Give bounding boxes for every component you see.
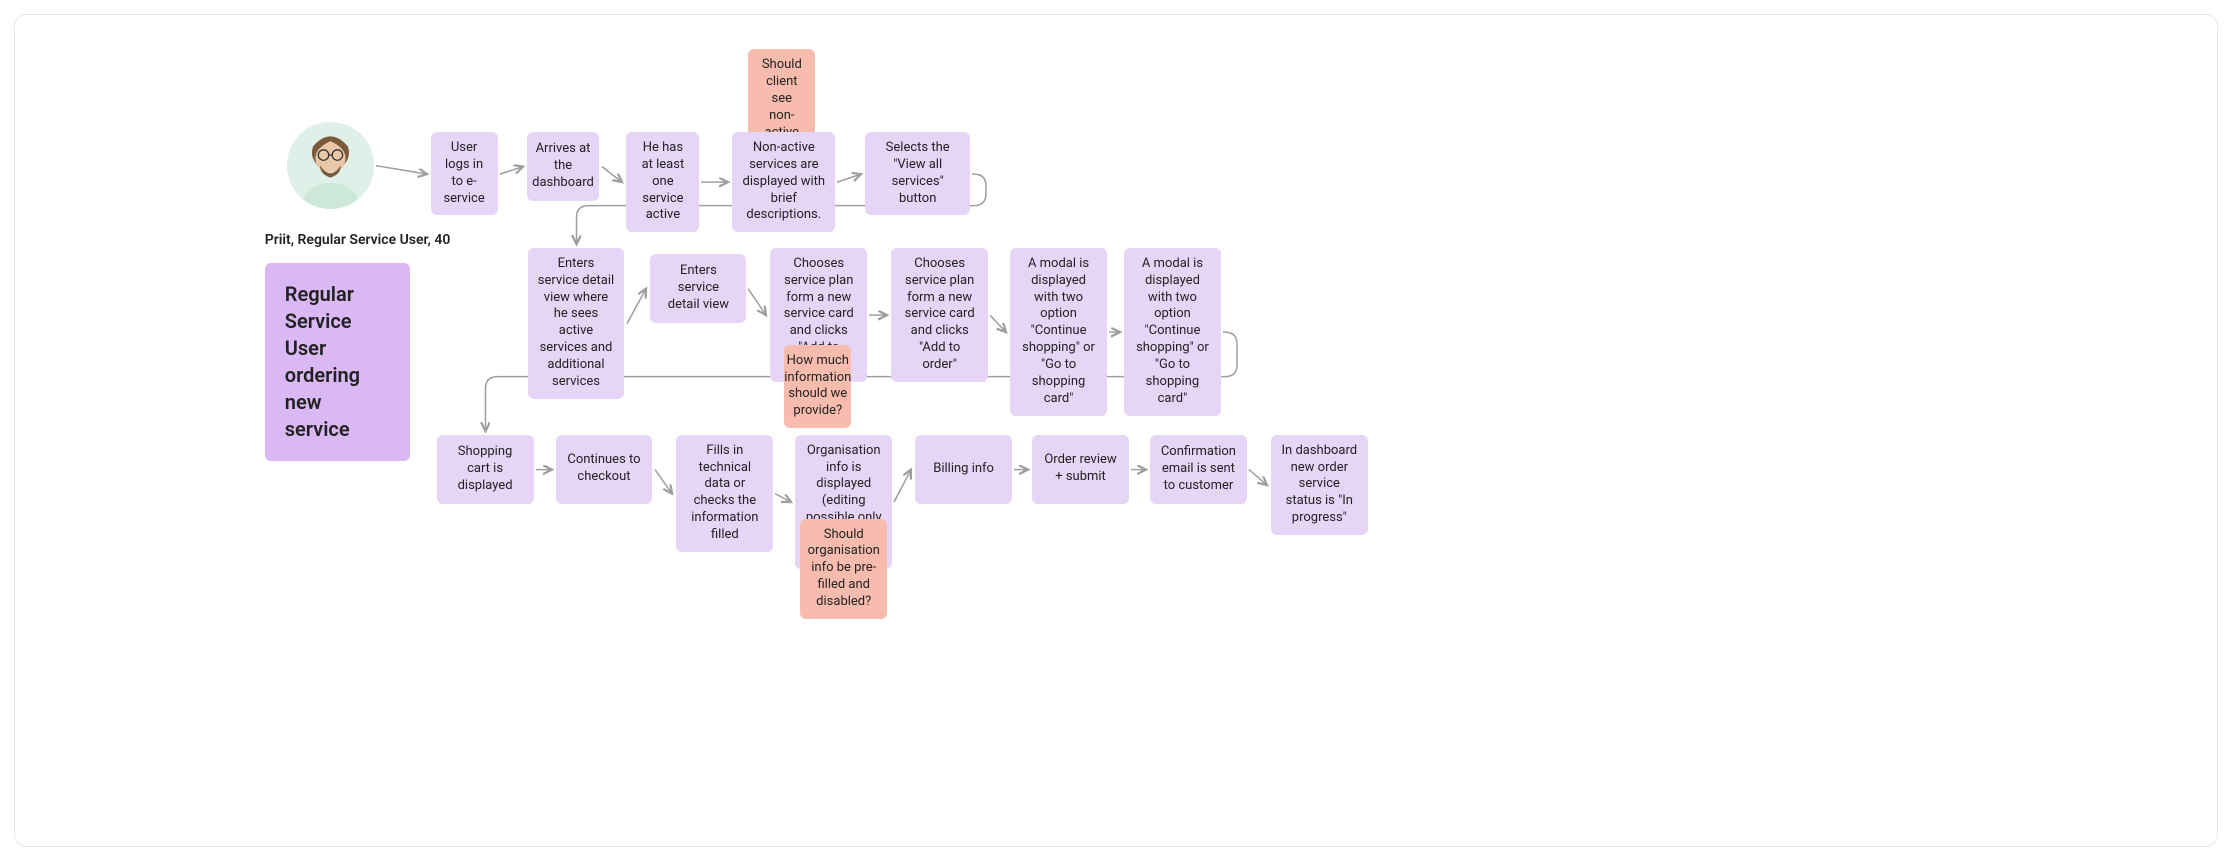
step-node-s13: Continues to checkout: [556, 435, 653, 504]
persona-avatar: [287, 122, 374, 209]
step-node-s3: He has at least one service active: [626, 132, 699, 232]
step-node-s6: Enters service detail view where he sees…: [528, 248, 625, 399]
step-node-s2: Arrives at the dashboard: [527, 132, 600, 201]
step-node-s18: Confirmation email is sent to customer: [1150, 435, 1247, 504]
step-node-s19: In dashboard new order service status is…: [1271, 435, 1368, 535]
step-node-s9: Chooses service plan form a new service …: [891, 248, 988, 382]
step-node-s4: Non-active services are displayed with b…: [732, 132, 835, 232]
step-node-s7: Enters service detail view: [650, 254, 746, 323]
persona-card: Regular Service User ordering new servic…: [265, 263, 410, 461]
step-node-s14: Fills in technical data or checks the in…: [676, 435, 773, 552]
step-node-s1: User logs in to e-service: [431, 132, 498, 216]
diagram-frame: Priit, Regular Service User, 40 Regular …: [14, 14, 2218, 847]
step-node-s5: Selects the "View all services" button: [865, 132, 970, 216]
persona-label: Priit, Regular Service User, 40: [265, 232, 451, 248]
step-node-s16: Billing info: [915, 435, 1012, 504]
step-node-s10: A modal is displayed with two option "Co…: [1010, 248, 1107, 416]
step-node-s12: Shopping cart is displayed: [437, 435, 534, 504]
question-node-q2: How much information should we provide?: [784, 345, 851, 429]
question-node-q3: Should organisation info be pre-filled a…: [800, 519, 887, 619]
step-node-s17: Order review + submit: [1032, 435, 1129, 504]
step-node-s11: A modal is displayed with two option "Co…: [1124, 248, 1221, 416]
